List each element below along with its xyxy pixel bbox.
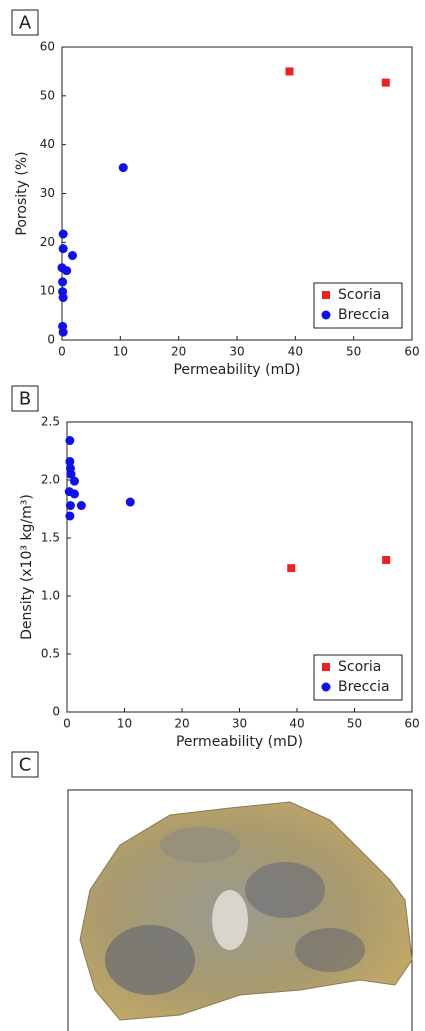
x-tick-label: 40 [289,717,304,731]
y-tick-label: 2.5 [41,415,60,429]
legend-label: Scoria [338,659,381,675]
point [76,501,86,511]
panel-label: B [19,389,31,410]
point [65,511,75,521]
x-tick-label: 30 [232,717,247,731]
y-axis-label: Density (x10³ kg/m³) [19,494,35,640]
point [65,456,75,466]
y-tick-label: 0 [52,705,60,719]
y-tick-label: 2.0 [41,473,60,487]
x-tick-label: 40 [288,345,303,359]
legend-box [313,654,403,701]
legend-marker [322,663,330,671]
x-tick-label: 60 [404,345,419,359]
panel-c-photo [67,789,413,1031]
legend-label: Breccia [338,307,390,323]
x-axis-label: Permeability (mD) [176,734,303,750]
legend-marker [322,291,330,299]
y-tick-label: 1.0 [41,589,60,603]
legend-label: Scoria [338,287,381,303]
point [287,564,296,573]
point [66,469,76,479]
y-tick-label: 20 [40,235,55,249]
y-tick-label: 60 [40,40,55,54]
y-tick-label: 30 [40,186,55,200]
x-tick-label: 0 [58,345,66,359]
point [58,293,68,303]
point [125,497,135,507]
x-tick-label: 20 [174,717,189,731]
panel-label-box [11,385,39,412]
point [58,327,68,337]
y-tick-label: 1.5 [41,531,60,545]
x-tick-label: 10 [113,345,128,359]
point [118,163,128,173]
y-tick-label: 0.5 [41,647,60,661]
y-tick-label: 10 [40,284,55,298]
x-tick-label: 50 [347,717,362,731]
point [381,78,390,87]
point [65,436,75,446]
x-tick-label: 30 [229,345,244,359]
panel-label: C [19,755,32,776]
x-tick-label: 0 [63,717,71,731]
point [68,251,77,261]
point [58,244,68,254]
legend-marker [321,682,331,692]
legend-box [313,282,403,329]
point [58,229,68,239]
x-tick-label: 20 [171,345,186,359]
x-axis-label: Permeability (mD) [173,362,300,378]
x-tick-label: 60 [404,717,419,731]
y-tick-label: 50 [40,88,55,102]
legend-marker [321,310,331,320]
point [69,476,79,486]
y-axis-label: Porosity (%) [14,151,30,235]
point [285,67,294,76]
panel-label-box [11,751,39,778]
x-tick-label: 10 [117,717,132,731]
x-tick-label: 50 [346,345,361,359]
panel-label-box [11,9,39,36]
point [58,277,68,287]
point [69,489,79,499]
y-tick-label: 40 [40,137,55,151]
point [65,501,75,511]
point [62,266,72,276]
panel-label: A [19,13,32,34]
legend-label: Breccia [338,679,390,695]
point [382,556,391,565]
y-tick-label: 0 [47,333,55,347]
